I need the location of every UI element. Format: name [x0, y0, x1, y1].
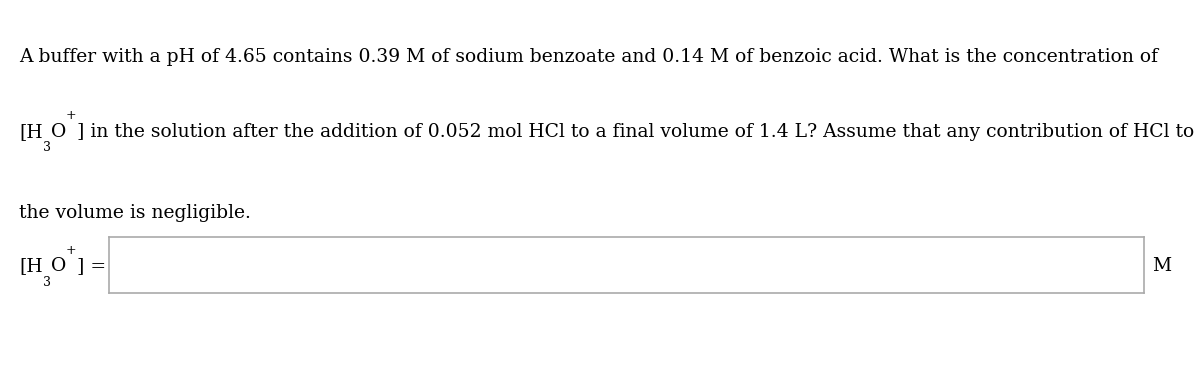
Text: O: O	[50, 123, 66, 141]
Text: [H: [H	[19, 123, 43, 141]
Text: [H: [H	[19, 258, 43, 275]
Text: ] in the solution after the addition of 0.052 mol HCl to a final volume of 1.4 L: ] in the solution after the addition of …	[77, 123, 1194, 141]
Text: +: +	[66, 109, 77, 122]
Text: 3: 3	[43, 276, 50, 289]
Text: A buffer with a pH of 4.65 contains 0.39 M of sodium benzoate and 0.14 M of benz: A buffer with a pH of 4.65 contains 0.39…	[19, 48, 1158, 66]
Text: 3: 3	[43, 141, 50, 154]
Text: M: M	[1152, 258, 1171, 275]
Text: +: +	[66, 244, 77, 257]
Text: the volume is negligible.: the volume is negligible.	[19, 204, 251, 221]
Text: ] =: ] =	[77, 258, 106, 275]
Text: O: O	[50, 258, 66, 275]
